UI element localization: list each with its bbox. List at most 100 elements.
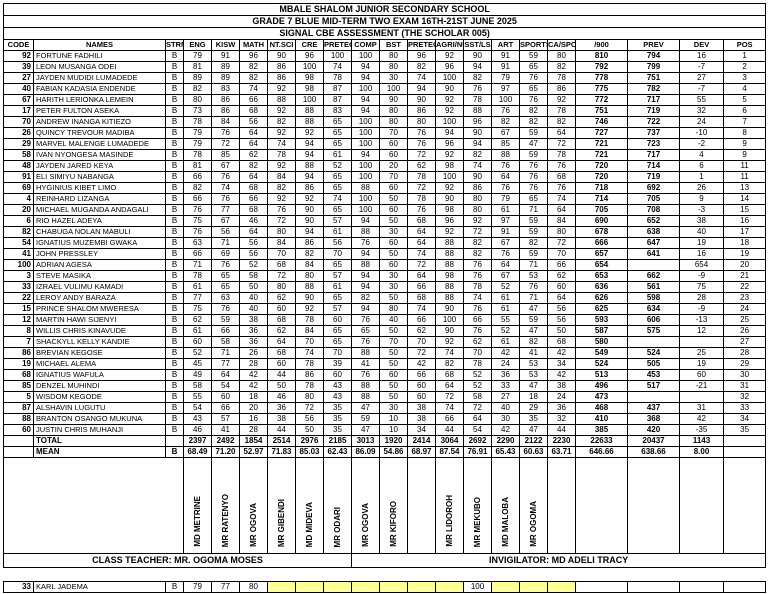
score-cell: 20 [239,402,268,414]
score-cell: 56 [239,237,268,249]
student-name: SHACKYLL KELLY KANDIE [33,336,166,348]
student-stream: B [165,424,184,436]
position-cell: 5 [722,94,767,106]
score-cell: 94 [351,94,380,106]
score-cell: 59 [211,314,240,326]
position-cell: 14 [722,193,767,205]
total-subject-cell: 2692 [463,435,492,447]
student-row: 88 BRANTON OSANGO MUKUNA B 43 57 16 38 56 35 59 10… [3,413,767,425]
score-cell: 86 [295,369,324,381]
score-cell: 76 [407,204,436,216]
score-cell: 100 [351,171,380,183]
late-entry-pos [723,581,766,593]
score-cell: 58 [463,391,492,403]
score-cell: 94 [295,138,324,150]
score-cell: 60 [379,259,408,271]
exam-title-row: GRADE 7 BLUE MID-TERM TWO EXAM 16TH-21ST… [2,15,767,28]
mean-subject-cell: 85.03 [295,446,324,458]
student-code: 54 [3,237,34,249]
score-cell: 100 [351,193,380,205]
score-cell: 90 [463,127,492,139]
student-row: 3 STEVE MASIKA B 78 65 58 72 80 57 94 30 64 98 76 67 53… [3,270,767,282]
total-900-cell: 720 [575,171,628,183]
position-cell: 25 [722,314,767,326]
total-pos-blank [722,435,767,447]
score-cell: 52 [463,380,492,392]
score-cell: 92 [435,336,464,348]
score-cell: 64 [239,127,268,139]
column-header-17: /900 [575,39,628,51]
score-cell: 90 [379,94,408,106]
score-cell: 70 [379,127,408,139]
student-stream: B [165,358,184,370]
score-cell: 42 [239,369,268,381]
score-cell: 61 [491,204,520,216]
late-entry-name: KARL JADEMA [33,581,166,593]
score-cell: 68 [239,204,268,216]
score-cell: 100 [351,50,380,62]
score-cell: 87 [323,83,352,95]
total-subject-cell: 2414 [407,435,436,447]
score-cell: 94 [351,215,380,227]
late-entry-table: 33 KARL JADEMA B 79 77 80 100 [3,581,766,593]
student-stream: B [165,248,184,260]
score-cell: 88 [351,391,380,403]
score-cell: 66 [183,193,212,205]
score-cell: 76 [519,281,548,293]
score-cell: 76 [351,336,380,348]
student-code: 68 [3,369,34,381]
score-cell: 64 [435,380,464,392]
score-cell: 89 [183,72,212,84]
score-cell: 82 [239,72,268,84]
score-cell: 90 [407,94,436,106]
deviation-cell: 26 [679,182,724,194]
score-cell: 50 [267,380,296,392]
score-cell: 78 [183,116,212,128]
score-cell: 94 [463,61,492,73]
score-cell: 70 [463,347,492,359]
score-cell: 74 [407,248,436,260]
column-header-14: ART [491,39,520,51]
student-row: 5 WISDOM KEGODE B 55 60 18 46 80 43 88 50 60 72 58 27 1… [3,391,767,403]
mean-code-blank [3,446,34,458]
student-stream: B [165,413,184,425]
score-cell: 53 [519,270,548,282]
student-row: 54 IGNATIUS MUZEMBI GWAKA B 63 71 56 84 86 56 76 6… [3,237,767,249]
teacher-cell: MR LIDOROH [435,457,464,554]
score-cell: 94 [351,72,380,84]
score-cell: 94 [351,281,380,293]
mean-subject-cell: 71.83 [267,446,296,458]
prev-total-cell: 598 [627,292,680,304]
score-cell: 92 [267,193,296,205]
total-900-cell: 654 [575,259,628,271]
student-row: 60 JUSTIN CHRIS MUHANJI B 46 41 28 44 50 35 47 10 3… [3,424,767,436]
student-row: 33 IZRAEL VULIMU KAMADI B 61 65 50 80 88 61 94 30 6… [3,281,767,293]
student-code: 33 [3,281,34,293]
prev-total-cell: 647 [627,237,680,249]
student-stream: B [165,347,184,359]
column-header-3: ENG [183,39,212,51]
assessment-title-row: SIGNAL CBE ASSESSMENT (THE SCHOLAR 005) [2,27,767,40]
score-cell: 85 [211,149,240,161]
score-cell: 68 [239,182,268,194]
score-cell: 81 [183,160,212,172]
score-cell: 66 [547,259,576,271]
score-cell: 100 [351,127,380,139]
student-code: 3 [3,270,34,282]
student-stream: B [165,116,184,128]
score-cell: 65 [211,281,240,293]
student-code: 91 [3,171,34,183]
score-cell: 91 [491,61,520,73]
mean-subject-cell: 76.91 [463,446,492,458]
score-cell: 41 [211,424,240,436]
position-cell: 33 [722,402,767,414]
student-code: 86 [3,347,34,359]
results-table: MBALE SHALOM JUNIOR SECONDARY SCHOOL GRA… [2,3,767,568]
score-cell: 46 [267,391,296,403]
total-900-cell: 626 [575,292,628,304]
student-stream: B [165,61,184,73]
student-code: 58 [3,149,34,161]
score-cell: 76 [463,303,492,315]
score-cell: 88 [351,380,380,392]
student-code: 6 [3,215,34,227]
